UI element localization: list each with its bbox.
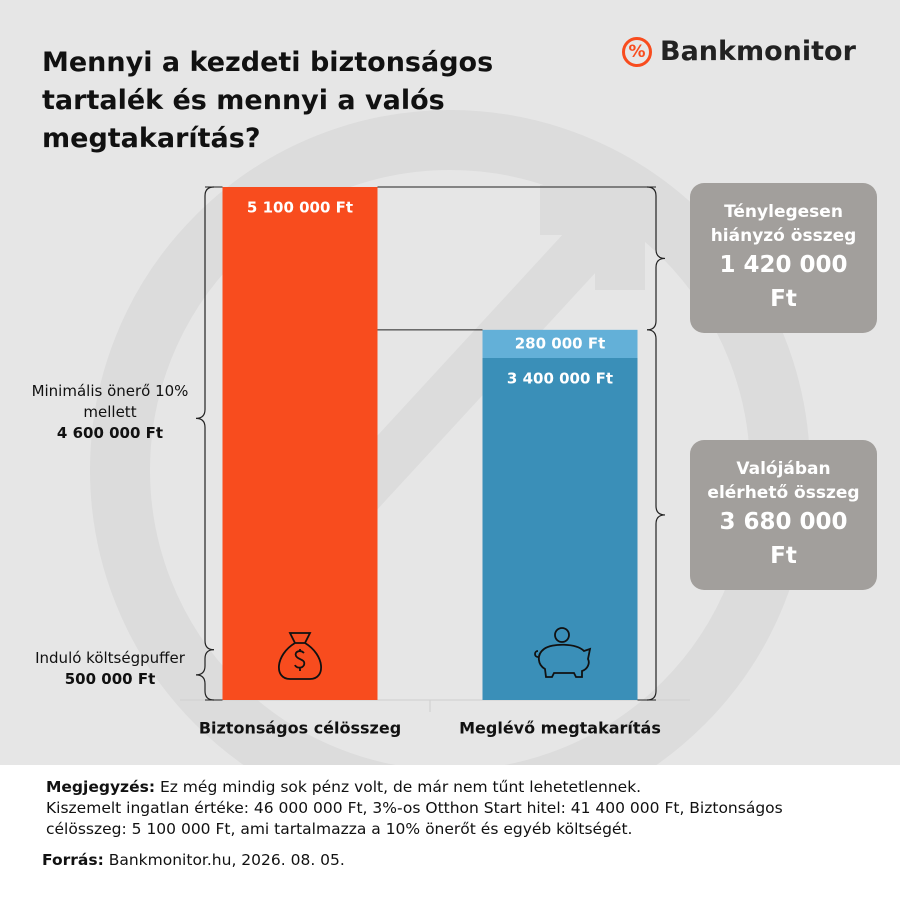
annotation-value: 4 600 000 Ft — [56, 423, 164, 442]
annotation-text: Minimális önerő 10% mellett — [31, 381, 189, 421]
note-line: Kiszemelt ingatlan értéke: 46 000 000 Ft… — [46, 799, 783, 838]
brace — [646, 186, 666, 331]
value-label: 280 000 Ft — [515, 334, 605, 352]
note: Megjegyzés: Ez még mindig sok pénz volt,… — [46, 777, 858, 798]
logo-mark: % — [622, 36, 652, 67]
logo: % Bankmonitor — [622, 36, 856, 67]
logo-text: Bankmonitor — [660, 36, 856, 67]
money-bag-icon — [278, 632, 322, 680]
chart: 5 100 000 Ft 3 400 000 Ft 280 000 Ft Bizton… — [0, 0, 900, 765]
annotation: Minimális önerő 10% mellett 4 600 000 Ft — [25, 381, 195, 444]
brace — [646, 329, 666, 701]
note-label: Megjegyzés: — [46, 778, 156, 796]
annotation-text: Ténylegesen hiányzó összeg — [710, 202, 857, 247]
annotation-value: 500 000 Ft — [64, 669, 156, 688]
bar-segment — [222, 187, 378, 700]
value-label: 3 400 000 Ft — [507, 370, 613, 388]
source: Forrás: Bankmonitor.hu, 2026. 08. 05. — [42, 850, 858, 871]
value-label: 5 100 000 Ft — [247, 199, 353, 217]
annotation-box: Valójában elérhető összeg 3 680 000 Ft — [690, 439, 877, 590]
annotation-text: Valójában elérhető összeg — [707, 458, 860, 503]
brace — [195, 649, 215, 701]
x-tick-label: Biztonságos célösszeg — [199, 719, 401, 738]
icon-part — [294, 649, 306, 671]
piggy-bank-icon — [534, 627, 592, 678]
annotation-value: 1 420 000 Ft — [719, 252, 848, 313]
bar-segment — [482, 329, 638, 358]
chart-title: Mennyi a kezdeti biztonságos tartalék és… — [42, 47, 494, 154]
source-label: Forrás: — [42, 851, 104, 869]
icon-part — [554, 627, 570, 643]
annotation: Induló költségpuffer 500 000 Ft — [25, 648, 195, 690]
x-tick-label: Meglévő megtakarítás — [459, 719, 661, 738]
note-line: Ez még mindig sok pénz volt, de már nem … — [159, 778, 642, 796]
annotation-value: 3 680 000 Ft — [719, 508, 848, 569]
source-text: Bankmonitor.hu, 2026. 08. 05. — [108, 851, 345, 869]
icon-part — [278, 632, 322, 680]
bar-segment — [482, 358, 638, 700]
brace — [195, 186, 215, 651]
footer: Megjegyzés: Ez még mindig sok pénz volt,… — [0, 765, 900, 900]
icon-part — [534, 643, 592, 678]
annotation-box: Ténylegesen hiányzó összeg 1 420 000 Ft — [690, 183, 877, 334]
annotation-text: Induló költségpuffer — [35, 648, 185, 667]
